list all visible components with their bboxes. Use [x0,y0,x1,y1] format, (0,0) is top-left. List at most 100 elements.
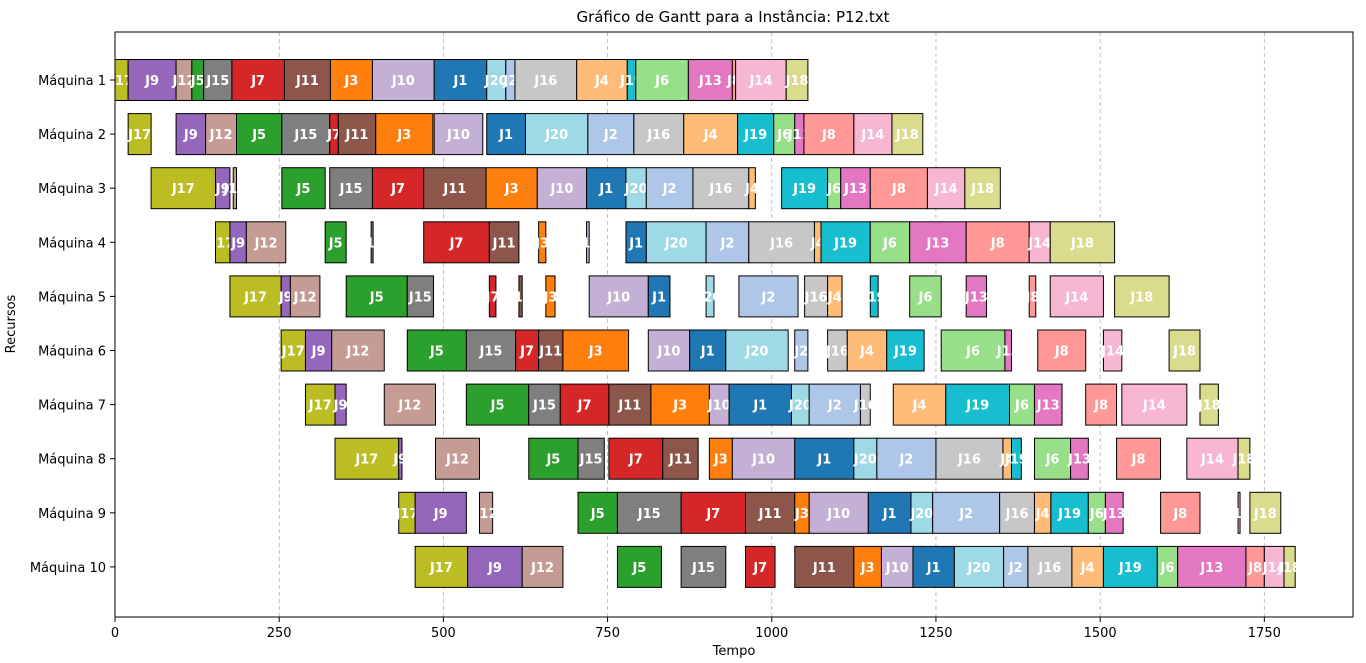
gantt-bar: J9 [215,167,231,210]
gantt-bar: J2 [705,221,750,264]
bar-label: J6 [882,236,897,251]
bar-label: J15 [579,453,603,468]
bar-label: J16 [1037,561,1061,576]
bar-label: J13 [1199,561,1223,576]
gantt-bar: J9 [229,221,247,264]
bar-label: J10 [751,453,775,468]
bar-label: J17 [171,182,195,197]
gantt-bar: J2 [587,113,635,156]
bar-label: J14 [1200,453,1224,468]
bar-label: J4 [827,290,842,305]
bar-rect [334,437,400,480]
gantt-bar: J12 [205,113,238,156]
bar-label: J5 [490,399,505,414]
bar-label: J14 [1142,399,1166,414]
gantt-bar: J14 [1121,383,1188,426]
bar-rect [647,329,691,372]
bar-rect [1037,329,1087,372]
bar-label: J2 [662,182,677,197]
bar-label: J20 [788,399,812,414]
bar-label: J7 [485,290,500,305]
gantt-bar: J19 [1102,545,1158,588]
bar-label: J12 [254,236,278,251]
gantt-bar: J6 [826,167,842,210]
bar-rect [867,491,912,534]
gantt-bar: J15 [406,275,435,318]
bar-label: J8 [1054,345,1069,360]
bar-label: J18 [1172,345,1196,360]
gantt-bar: J17 [127,113,152,156]
gantt-bar: J8 [1245,545,1265,588]
bar-rect [488,221,520,264]
bar-label: J12 [530,561,554,576]
bar-label: J9 [278,290,293,305]
bar-rect [687,59,733,101]
gantt-bar: J20 [645,221,707,264]
bar-rect [433,59,488,101]
bar-rect [785,59,809,101]
bar-rect [859,383,871,426]
bar-label: J11 [538,345,562,360]
plot-frame [114,31,1354,618]
bar-label: J6 [826,182,841,197]
bar-rect [1070,437,1089,480]
gantt-bar: J4 [1071,545,1104,588]
bar-rect [528,383,561,426]
bar-rect [662,437,699,480]
bar-label: J19 [1118,561,1142,576]
bar-label: J3 [504,182,519,197]
bar-label: J5 [590,507,605,522]
gantt-bar: J4 [827,275,843,318]
gantt-bar: J9 [127,59,177,101]
gantt-bar: J13 [1067,437,1091,480]
chart-title: Gráfico de Gantt para a Instância: P12.t… [576,8,889,26]
bar-rect [281,113,331,156]
bar-label: J18 [1253,507,1277,522]
bar-label: J19 [893,345,917,360]
gantt-bar: J1 [794,437,855,480]
gantt-bar: J7 [423,221,490,264]
gantt-bar: J13 [840,167,871,210]
bar-label: J6 [1014,399,1029,414]
gantt-bar: J2 [738,275,799,318]
x-tick-label: 1750 [1248,626,1281,641]
bar-label: J17 [394,507,418,522]
bar-rect [488,275,497,318]
bar-rect [281,167,326,210]
bar-label: J7 [326,128,341,143]
gantt-bar: J6 [1009,383,1035,426]
gantt-bar: J12 [331,329,385,372]
bar-label: J3 [588,345,603,360]
bar-rect [562,329,630,372]
bar-label: J17 [354,453,378,468]
bar-label: J19 [792,182,816,197]
bar-label: J7 [519,345,534,360]
gantt-bar: J14 [1186,437,1239,480]
gantt-bar: J7 [680,491,746,534]
bar-rect [1249,491,1282,534]
bar-label: J18 [1232,453,1256,468]
gantt-bar: J11 [662,437,699,480]
gantt-bar: J13 [1033,383,1063,426]
bar-label: J9 [183,128,198,143]
gantt-bar: J8 [869,167,928,210]
bar-rect [647,275,671,318]
bar-rect [1160,491,1201,534]
bar-label: J14 [934,182,958,197]
gantt-bar: J16 [825,329,849,372]
gantt-bar: J3 [375,113,434,156]
bar-label: J3 [713,453,728,468]
gantt-bar: J18 [785,59,809,101]
bar-label: J4 [744,182,759,197]
bar-rect [577,491,618,534]
bar-label: J9 [433,507,448,522]
bar-rect [680,545,727,588]
bar-rect [345,275,408,318]
gantt-bar: J10 [371,59,435,101]
gantt-bar: J19 [820,221,871,264]
gantt-bar: J11 [794,545,855,588]
bar-rect [1237,437,1251,480]
gantt-bar: J20 [853,437,878,480]
bar-label: J4 [859,345,874,360]
